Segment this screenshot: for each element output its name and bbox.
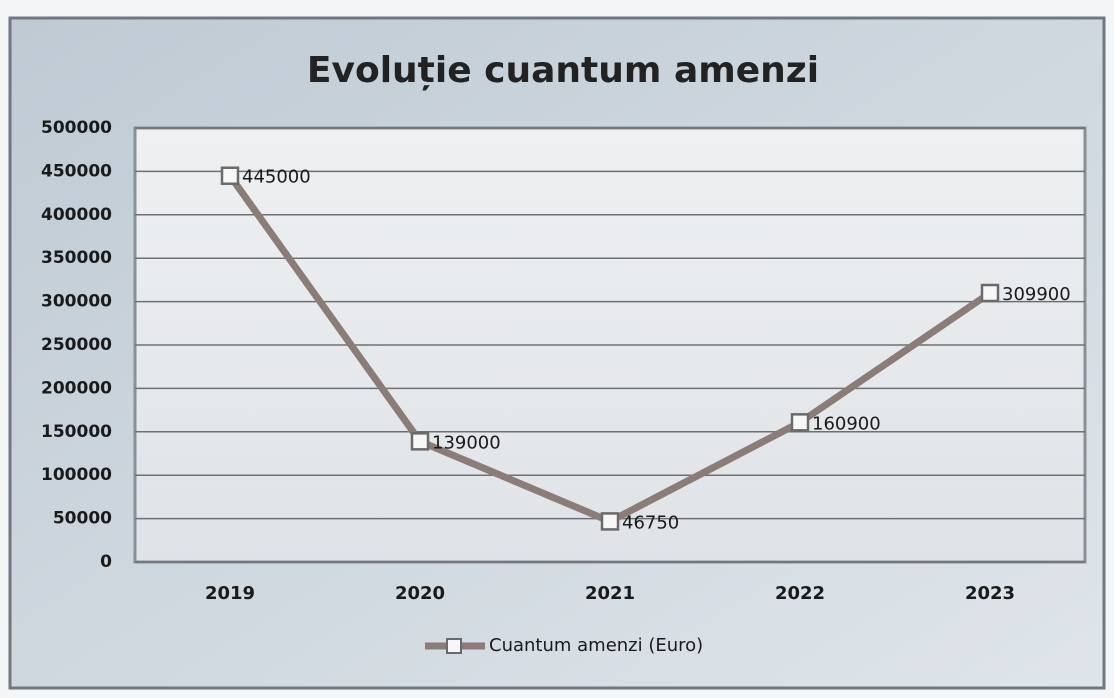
data-label: 139000 <box>432 432 501 453</box>
x-tick-label: 2019 <box>205 583 255 604</box>
y-tick-label: 150000 <box>41 422 112 442</box>
data-label: 46750 <box>622 512 679 533</box>
x-tick-label: 2022 <box>775 583 825 604</box>
y-tick-label: 400000 <box>41 205 112 225</box>
y-tick-label: 250000 <box>41 335 112 355</box>
data-label: 160900 <box>812 413 881 434</box>
data-label: 445000 <box>242 167 311 188</box>
x-tick-label: 2021 <box>585 583 635 604</box>
y-tick-label: 50000 <box>53 509 112 529</box>
y-tick-label: 450000 <box>41 161 112 181</box>
y-tick-label: 200000 <box>41 378 112 398</box>
y-tick-label: 350000 <box>41 248 112 268</box>
marker <box>220 166 240 185</box>
y-tick-label: 300000 <box>41 292 112 312</box>
chart-title: Evoluție cuantum amenzi <box>307 50 819 91</box>
x-tick-label: 2023 <box>965 583 1015 604</box>
y-tick-label: 100000 <box>41 465 112 485</box>
y-tick-label: 0 <box>100 552 112 572</box>
legend-marker <box>446 638 462 654</box>
marker <box>980 283 1000 303</box>
x-tick-label: 2020 <box>395 583 445 604</box>
legend-label: Cuantum amenzi (Euro) <box>489 635 703 656</box>
y-tick-label: 500000 <box>41 118 112 138</box>
marker <box>410 432 430 451</box>
data-label: 309900 <box>1002 284 1071 305</box>
marker <box>790 413 810 432</box>
marker <box>600 512 620 531</box>
